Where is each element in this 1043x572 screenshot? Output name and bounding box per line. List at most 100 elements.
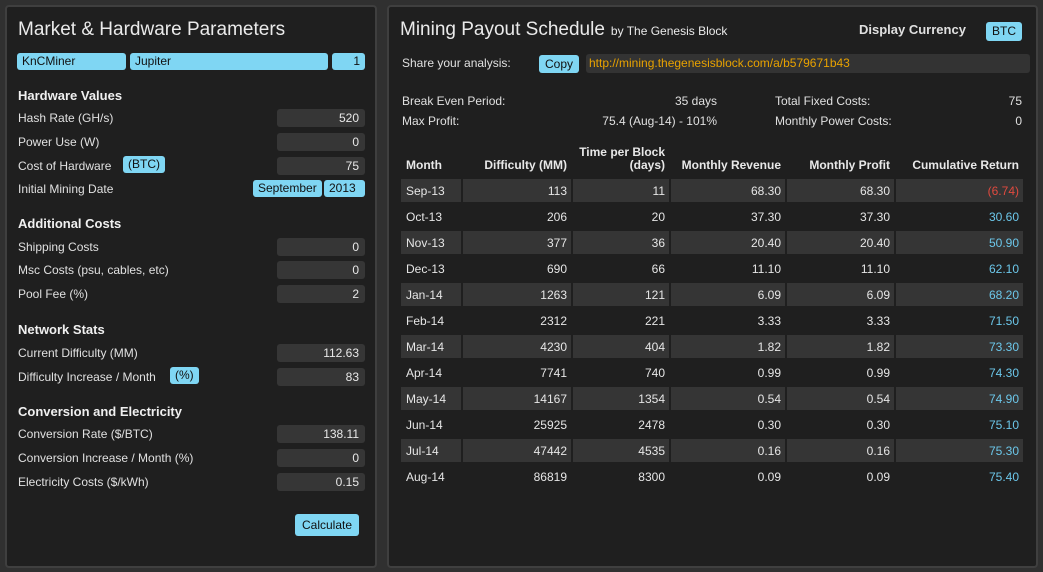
market-hardware-panel: Market & Hardware Parameters KnCMiner Ju… xyxy=(5,5,377,568)
cumulative-return-cell: 62.10 xyxy=(988,261,1019,276)
profit-cell: 0.99 xyxy=(866,365,890,380)
pool-fee-input[interactable]: 2 xyxy=(277,285,365,303)
increase-unit-toggle[interactable]: (%) xyxy=(170,367,199,384)
time-per-block-cell: 8300 xyxy=(638,469,665,484)
hash-rate-input[interactable]: 520 xyxy=(277,109,365,127)
time-per-block-cell: 11 xyxy=(571,179,669,202)
difficulty-increase-input[interactable]: 83 xyxy=(277,368,365,386)
header-monthly-profit: Monthly Profit xyxy=(809,158,890,172)
hardware-cost-input[interactable]: 75 xyxy=(277,157,365,175)
cumulative-return-cell: 75.30 xyxy=(894,439,1023,462)
conversion-rate-label: Conversion Rate ($/BTC) xyxy=(18,427,153,441)
table-row: Jan-14 1263 121 6.09 6.09 68.20 xyxy=(401,283,1023,306)
left-panel-title: Market & Hardware Parameters xyxy=(18,19,286,40)
electricity-input[interactable]: 0.15 xyxy=(277,473,365,491)
quantity-input[interactable]: 1 xyxy=(332,53,365,70)
profit-cell: 0.30 xyxy=(866,417,890,432)
revenue-cell: 37.30 xyxy=(750,209,781,224)
conversion-increase-input[interactable]: 0 xyxy=(277,449,365,467)
time-per-block-cell: 2478 xyxy=(638,417,665,432)
profit-cell: 37.30 xyxy=(859,209,890,224)
time-per-block-cell: 740 xyxy=(644,365,665,380)
mining-month-select[interactable]: September xyxy=(253,180,322,197)
month-cell: Sep-13 xyxy=(401,179,461,202)
power-use-input[interactable]: 0 xyxy=(277,133,365,151)
cumulative-return-cell: 74.90 xyxy=(894,387,1023,410)
pool-fee-label: Pool Fee (%) xyxy=(18,287,89,301)
table-row: Feb-14 2312 221 3.33 3.33 71.50 xyxy=(401,309,1023,332)
revenue-cell: 11.10 xyxy=(751,261,781,276)
month-cell: Jun-14 xyxy=(406,417,443,432)
network-stats-heading: Network Stats xyxy=(18,322,105,337)
misc-costs-input[interactable]: 0 xyxy=(277,261,365,279)
cumulative-return-cell: 74.30 xyxy=(988,365,1019,380)
cumulative-return-cell: (6.74) xyxy=(894,179,1023,202)
difficulty-cell: 2312 xyxy=(540,313,567,328)
revenue-cell: 0.30 xyxy=(757,417,781,432)
difficulty-cell: 86819 xyxy=(533,469,567,484)
difficulty-cell: 1263 xyxy=(461,283,571,306)
time-per-block-cell: 4535 xyxy=(571,439,669,462)
difficulty-cell: 377 xyxy=(461,231,571,254)
conversion-heading: Conversion and Electricity xyxy=(18,404,182,419)
payout-table: Month Difficulty (MM) Time per Block (da… xyxy=(401,143,1023,491)
time-per-block-cell: 1354 xyxy=(571,387,669,410)
month-cell: May-14 xyxy=(401,387,461,410)
payout-title: Mining Payout Schedule xyxy=(400,19,605,40)
time-per-block-cell: 36 xyxy=(571,231,669,254)
additional-costs-heading: Additional Costs xyxy=(18,216,122,231)
cost-unit-toggle[interactable]: (BTC) xyxy=(123,156,165,173)
profit-cell: 68.30 xyxy=(785,179,894,202)
cumulative-return-cell: 30.60 xyxy=(988,209,1019,224)
break-even-label: Break Even Period: xyxy=(402,94,506,108)
calculate-button[interactable]: Calculate xyxy=(295,514,360,536)
difficulty-cell: 25925 xyxy=(533,417,567,432)
header-cumulative-return: Cumulative Return xyxy=(912,158,1019,172)
month-cell: Dec-13 xyxy=(406,261,445,276)
revenue-cell: 0.99 xyxy=(757,365,781,380)
model-select[interactable]: Jupiter xyxy=(130,53,328,70)
mining-date-label: Initial Mining Date xyxy=(18,182,114,196)
display-currency-toggle[interactable]: BTC xyxy=(986,22,1022,41)
cumulative-return-cell: 75.10 xyxy=(988,417,1019,432)
revenue-cell: 6.09 xyxy=(669,283,785,306)
month-cell: Jan-14 xyxy=(401,283,461,306)
conversion-rate-input[interactable]: 138.11 xyxy=(277,425,365,443)
break-even-value: 35 days xyxy=(674,94,717,108)
copy-button[interactable]: Copy xyxy=(539,55,580,73)
revenue-cell: 1.82 xyxy=(669,335,785,358)
table-row: Jul-14 47442 4535 0.16 0.16 75.30 xyxy=(401,439,1023,462)
manufacturer-select[interactable]: KnCMiner xyxy=(17,53,126,70)
right-panel-title: Mining Payout Schedule by The Genesis Blo… xyxy=(400,19,727,41)
header-difficulty: Difficulty (MM) xyxy=(484,158,567,172)
difficulty-cell: 7741 xyxy=(540,365,567,380)
header-monthly-revenue: Monthly Revenue xyxy=(681,158,781,172)
difficulty-cell: 690 xyxy=(546,261,567,276)
month-cell: Aug-14 xyxy=(406,469,445,484)
cumulative-return-cell: 75.40 xyxy=(988,469,1019,484)
difficulty-cell: 47442 xyxy=(461,439,571,462)
shipping-input[interactable]: 0 xyxy=(277,238,365,256)
max-profit-value: 75.4 (Aug-14) - 101% xyxy=(602,114,717,128)
cumulative-return-cell: 73.30 xyxy=(894,335,1023,358)
power-costs-value: 0 xyxy=(1015,114,1022,128)
profit-cell: 6.09 xyxy=(785,283,894,306)
table-row: Dec-13 690 66 11.10 11.10 62.10 xyxy=(401,257,1023,280)
max-profit-label: Max Profit: xyxy=(402,114,460,128)
profit-cell: 20.40 xyxy=(785,231,894,254)
hardware-cost-label: Cost of Hardware xyxy=(18,159,112,173)
header-month: Month xyxy=(406,158,442,172)
share-url-field[interactable]: http://mining.thegenesisblock.com/a/b579… xyxy=(586,54,1030,73)
profit-cell: 3.33 xyxy=(866,313,890,328)
month-cell: Nov-13 xyxy=(401,231,461,254)
difficulty-cell: 14167 xyxy=(461,387,571,410)
fixed-costs-label: Total Fixed Costs: xyxy=(775,94,871,108)
difficulty-cell: 4230 xyxy=(461,335,571,358)
mining-year-select[interactable]: 2013 xyxy=(324,180,365,197)
table-row: Oct-13 206 20 37.30 37.30 30.60 xyxy=(401,205,1023,228)
profit-cell: 1.82 xyxy=(785,335,894,358)
power-costs-label: Monthly Power Costs: xyxy=(775,114,892,128)
time-per-block-cell: 121 xyxy=(571,283,669,306)
difficulty-input[interactable]: 112.63 xyxy=(277,344,365,362)
time-per-block-cell: 404 xyxy=(571,335,669,358)
